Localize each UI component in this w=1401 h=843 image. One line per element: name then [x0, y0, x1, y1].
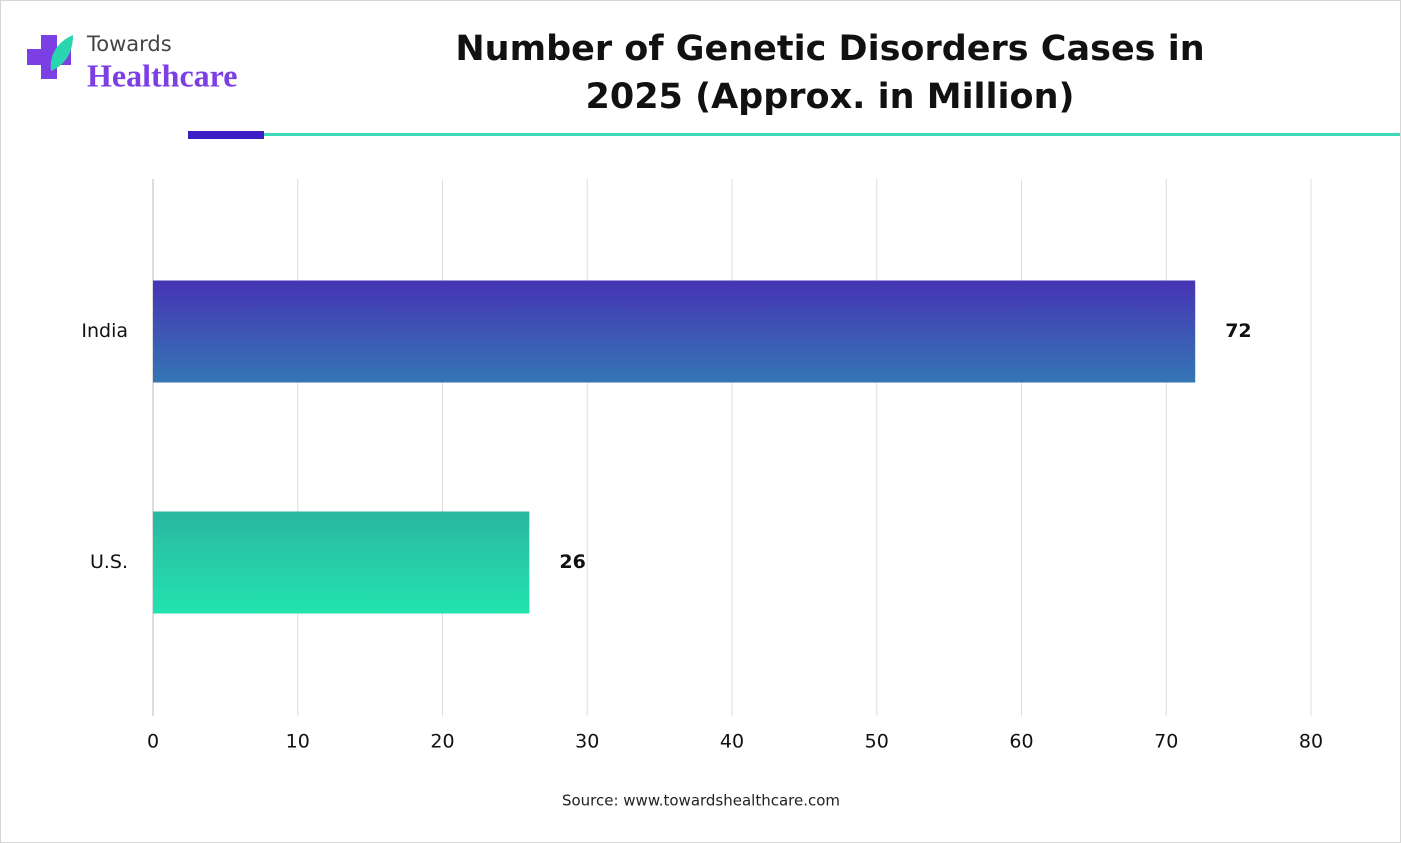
header-rule — [264, 133, 1400, 136]
x-tick-label: 50 — [865, 731, 889, 753]
bar — [153, 280, 1196, 383]
data-label: 26 — [559, 551, 585, 573]
logo-text: Healthcare — [87, 57, 237, 93]
data-label: 72 — [1225, 320, 1251, 342]
bar — [153, 511, 530, 614]
logo-text: Towards — [86, 32, 172, 56]
x-tick-label: 20 — [430, 731, 454, 753]
x-tick-label: 40 — [720, 731, 744, 753]
x-tick-label: 0 — [147, 731, 159, 753]
y-tick-label: India — [81, 320, 128, 342]
x-tick-label: 30 — [575, 731, 599, 753]
logo-icon — [27, 35, 73, 79]
chart-title: Number of Genetic Disorders Cases in 202… — [455, 29, 1205, 117]
x-tick-label: 80 — [1299, 731, 1323, 753]
x-tick-label: 60 — [1009, 731, 1033, 753]
x-tick-label: 70 — [1154, 731, 1178, 753]
source: Source: www.towardshealthcare.com — [562, 792, 840, 810]
x-tick-label: 10 — [286, 731, 310, 753]
header-accent — [188, 131, 264, 139]
y-tick-label: U.S. — [90, 551, 128, 573]
